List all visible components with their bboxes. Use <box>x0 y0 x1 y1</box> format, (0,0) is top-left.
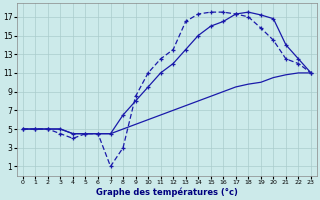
X-axis label: Graphe des températures (°c): Graphe des températures (°c) <box>96 188 238 197</box>
